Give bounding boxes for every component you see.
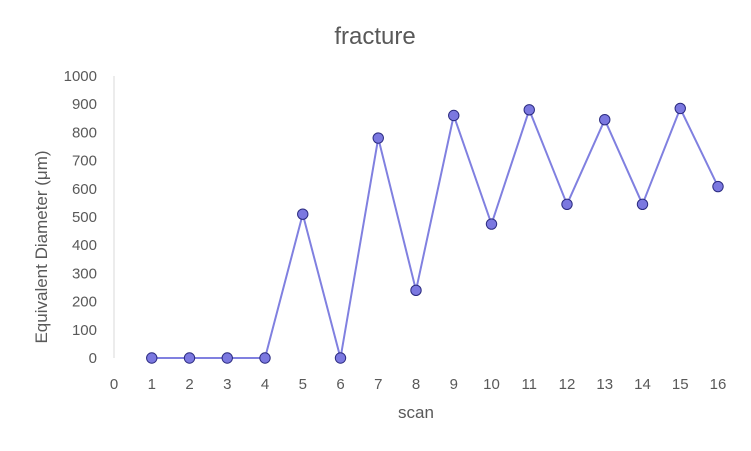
x-tick-label: 12 [559, 376, 576, 393]
x-tick-label: 16 [710, 376, 727, 393]
x-tick-label: 14 [634, 376, 651, 393]
x-tick-label: 6 [336, 376, 344, 393]
y-tick-label: 800 [72, 124, 97, 141]
data-point [712, 180, 724, 193]
x-tick-label: 7 [374, 376, 382, 393]
data-point [334, 352, 347, 364]
x-tick-label: 0 [110, 376, 118, 393]
y-tick-label: 400 [72, 237, 97, 254]
y-tick-label: 600 [72, 181, 97, 198]
data-point [297, 208, 309, 220]
chart-title: fracture [334, 23, 415, 50]
data-point [674, 102, 686, 115]
series-line-group [151, 107, 719, 359]
y-tick-label: 700 [72, 153, 97, 170]
data-point [636, 198, 649, 211]
data-point [410, 284, 422, 297]
x-tick-label: 3 [223, 376, 231, 393]
y-tick-label: 1000 [64, 68, 97, 85]
data-points [146, 102, 724, 364]
x-tick-label: 9 [450, 376, 458, 393]
series-line [151, 107, 719, 359]
x-tick-label: 2 [185, 376, 193, 393]
y-tick-label: 100 [72, 322, 97, 339]
data-point [599, 114, 611, 126]
x-tick-labels: 0 1 2 3 4 5 6 7 8 9 10 11 12 13 14 15 16 [110, 376, 727, 393]
data-point [221, 352, 233, 364]
data-point [523, 104, 535, 116]
data-point [146, 352, 158, 364]
x-tick-label: 8 [412, 376, 420, 393]
data-point [561, 198, 573, 211]
data-point [183, 352, 196, 364]
y-axis-title: Equivalent Diameter (μm) [32, 150, 51, 343]
x-tick-label: 1 [148, 376, 156, 393]
y-tick-label: 300 [72, 265, 97, 282]
x-tick-label: 15 [672, 376, 689, 393]
data-point [448, 109, 460, 122]
y-tick-label: 900 [72, 96, 97, 113]
data-point [372, 132, 384, 144]
x-axis-title: scan [398, 403, 434, 422]
data-point [259, 352, 271, 364]
x-tick-label: 13 [596, 376, 613, 393]
x-tick-label: 5 [299, 376, 307, 393]
x-tick-label: 10 [483, 376, 500, 393]
y-tick-label: 200 [72, 294, 97, 311]
x-tick-label: 4 [261, 376, 269, 393]
y-tick-labels: 0 100 200 300 400 500 600 700 800 900 1000 [64, 68, 97, 367]
x-tick-label: 11 [521, 376, 537, 393]
y-tick-label: 500 [72, 209, 97, 226]
data-point [485, 218, 498, 230]
y-tick-label: 0 [89, 350, 97, 367]
